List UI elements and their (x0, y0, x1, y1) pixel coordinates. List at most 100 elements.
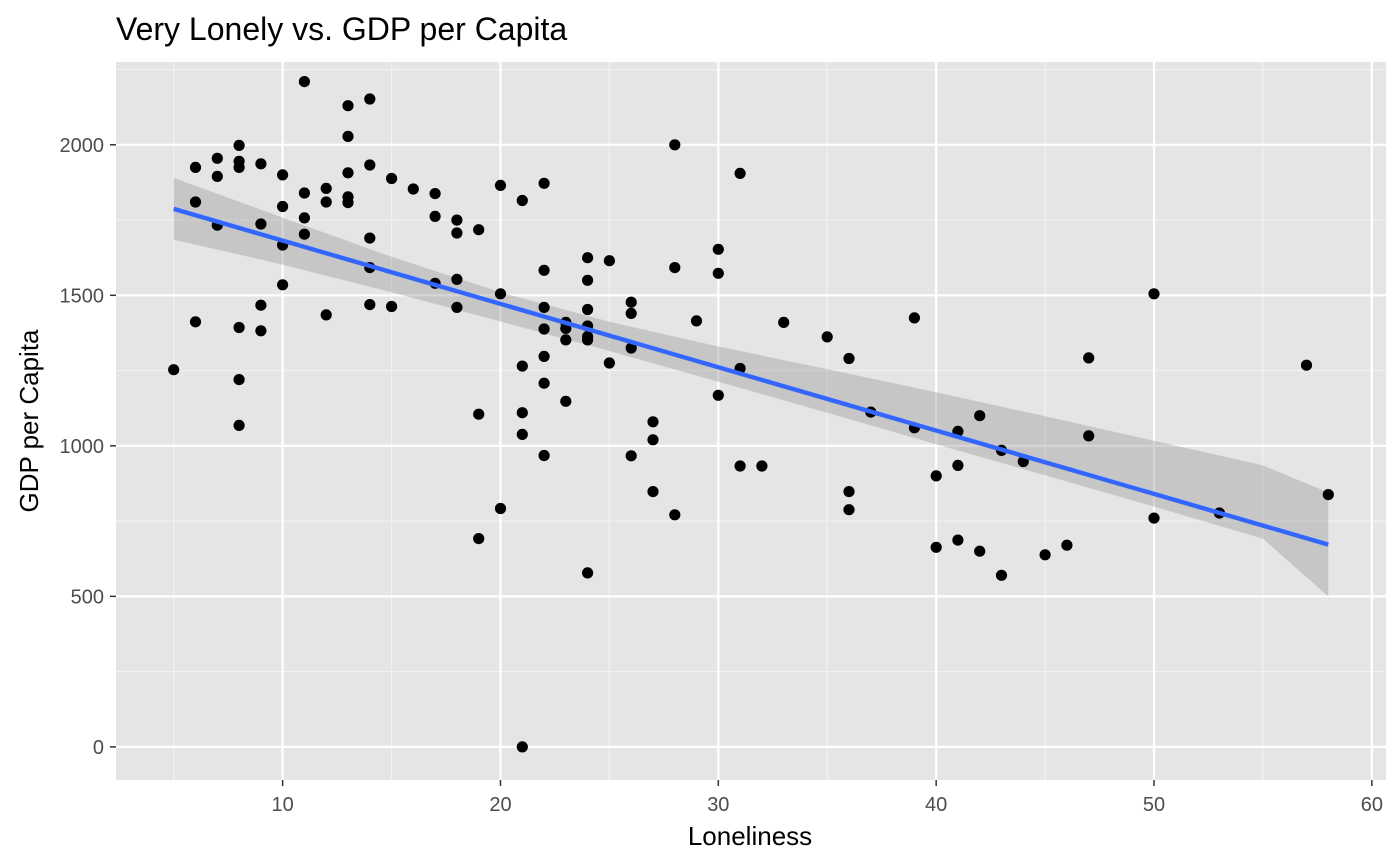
data-point (255, 218, 267, 230)
data-point (255, 158, 267, 170)
data-point (277, 200, 289, 213)
data-point (538, 301, 550, 313)
data-point (734, 460, 746, 472)
data-point (189, 196, 202, 208)
data-point (364, 159, 376, 171)
data-point (342, 100, 354, 112)
data-point (473, 408, 485, 420)
data-point (451, 301, 463, 313)
data-point (690, 315, 703, 327)
data-point (538, 264, 550, 276)
data-point (277, 279, 289, 291)
x-tick-label: 20 (489, 794, 511, 816)
data-point (364, 299, 376, 311)
data-point (821, 331, 833, 343)
data-point (734, 167, 746, 179)
data-point (386, 172, 398, 185)
data-point (952, 459, 964, 471)
data-point (756, 460, 768, 472)
data-point (255, 325, 267, 337)
y-tick-label: 500 (71, 586, 104, 608)
data-point (625, 296, 637, 308)
points-layer (168, 76, 1334, 753)
data-point (233, 139, 245, 151)
data-point (843, 352, 855, 365)
data-point (1148, 512, 1160, 524)
data-point (1083, 430, 1095, 442)
data-point (1322, 489, 1334, 501)
data-point (233, 419, 245, 431)
data-point (669, 509, 681, 521)
major-gridlines (116, 62, 1386, 780)
data-point (538, 377, 550, 389)
y-tick-label: 2000 (60, 135, 105, 157)
data-point (451, 214, 463, 226)
data-point (320, 182, 332, 194)
panel-background (116, 62, 1386, 780)
confidence-band (173, 177, 1329, 597)
data-point (233, 321, 245, 334)
data-point (538, 177, 550, 189)
data-point (560, 395, 572, 407)
data-point (538, 323, 550, 335)
data-point (429, 210, 441, 222)
data-point (974, 545, 986, 557)
data-point (1083, 352, 1095, 364)
x-tick-label: 60 (1361, 794, 1383, 816)
data-point (320, 196, 332, 208)
data-point (930, 541, 942, 553)
data-point (298, 228, 310, 240)
data-point (320, 309, 332, 321)
data-point (625, 342, 637, 354)
data-point (603, 357, 616, 369)
y-tick-label: 1500 (60, 285, 105, 307)
x-tick-label: 10 (272, 794, 294, 816)
y-tick-label: 1000 (60, 436, 105, 458)
data-point (647, 434, 659, 446)
data-point (582, 567, 594, 579)
data-point (277, 169, 289, 181)
data-point (1061, 539, 1073, 551)
data-point (952, 534, 964, 546)
data-point (995, 569, 1008, 581)
data-point (582, 303, 594, 316)
data-point (712, 267, 724, 279)
data-point (516, 407, 528, 419)
x-tick-label: 30 (707, 794, 729, 816)
data-point (189, 316, 202, 328)
data-point (494, 288, 507, 300)
data-point (582, 334, 594, 346)
x-tick-label: 40 (925, 794, 947, 816)
data-point (1039, 549, 1051, 561)
data-point (1148, 288, 1160, 300)
x-axis-title: Loneliness (688, 821, 812, 851)
fit-line-layer (173, 206, 1329, 547)
data-point (342, 167, 354, 179)
data-point (342, 130, 354, 142)
data-point (669, 139, 681, 151)
data-point (298, 212, 310, 224)
data-point (342, 197, 354, 209)
data-point (974, 410, 986, 422)
data-point (516, 360, 528, 372)
data-point (407, 183, 419, 195)
data-point (451, 227, 463, 239)
data-point (494, 502, 507, 515)
data-point (603, 255, 616, 267)
data-point (538, 350, 550, 362)
y-axis: 0 500 1000 1500 2000 (60, 135, 116, 759)
data-point (843, 504, 855, 516)
data-point (189, 161, 202, 173)
regression-line (173, 206, 1329, 547)
data-point (233, 374, 245, 386)
data-point (625, 450, 637, 462)
data-point (712, 243, 724, 255)
data-point (647, 416, 659, 428)
data-point (582, 274, 594, 286)
data-point (386, 300, 398, 313)
data-point (516, 428, 528, 440)
y-axis-title: GDP per Capita (14, 329, 44, 513)
y-tick-label: 0 (93, 737, 104, 759)
